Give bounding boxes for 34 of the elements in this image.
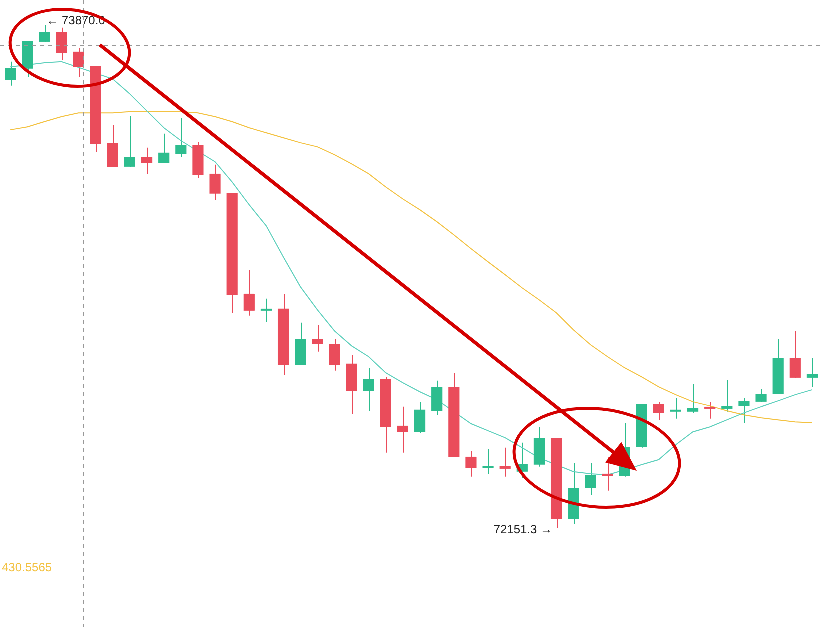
candlestick [653, 401, 664, 421]
candlestick [176, 118, 187, 158]
candlestick [397, 406, 409, 454]
candlestick [790, 330, 801, 378]
candlestick [500, 447, 511, 478]
candlestick [704, 401, 716, 420]
candlestick [806, 358, 818, 388]
candlestick [687, 384, 699, 414]
candlestick [756, 388, 767, 402]
candlestick [414, 401, 426, 434]
candlestick [210, 164, 221, 201]
text: 430.5565 [2, 560, 52, 574]
candlestick [56, 27, 68, 61]
candlestick [260, 298, 272, 323]
candlestick [73, 48, 84, 78]
candlestick [482, 448, 494, 474]
candlestick [158, 133, 170, 164]
candlestick [124, 116, 136, 168]
candlestick [363, 368, 374, 412]
candlestick [312, 324, 324, 352]
candlestick [585, 462, 596, 496]
candlestick [432, 380, 443, 416]
candlestick [466, 450, 477, 478]
candlestick [602, 456, 614, 492]
candlestick [141, 147, 153, 174]
candlestick [670, 398, 682, 420]
candlestick [4, 61, 16, 86]
candlestick [244, 269, 255, 316]
annotation: 72151.3 → [494, 522, 553, 536]
candlestick [738, 398, 750, 424]
candlestick [329, 338, 340, 372]
candlestick [39, 24, 50, 42]
candlestick [107, 124, 118, 168]
candlestick [722, 380, 733, 412]
